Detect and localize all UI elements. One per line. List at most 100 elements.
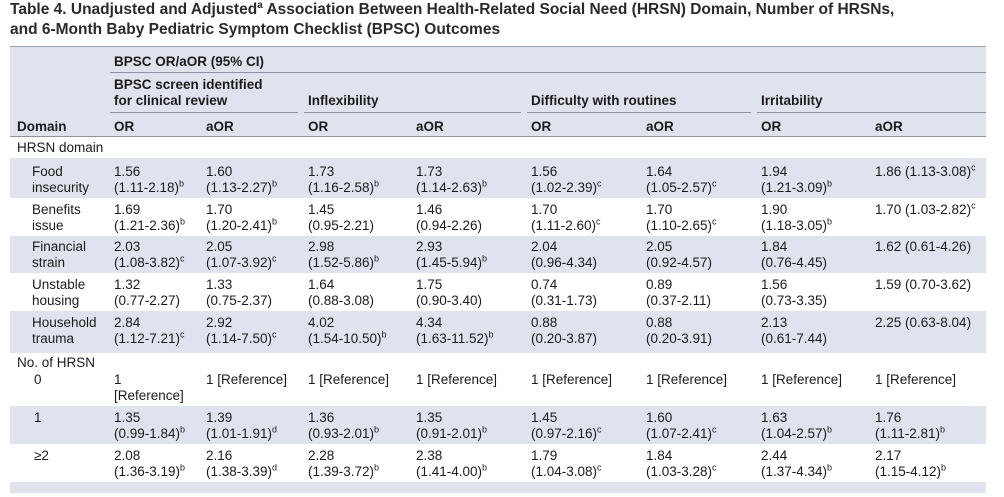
table-cell-ci: [Reference] [114, 388, 184, 404]
table-cell: 0.88 [646, 315, 672, 331]
table-cell: 1.76 [875, 410, 901, 426]
cell-value: 1.56 [761, 277, 788, 292]
table-cell: 1 [Reference] [206, 372, 287, 388]
table-cell-ci: (0.92-4.57) [646, 255, 712, 271]
table-title-line2: and 6-Month Baby Pediatric Symptom Check… [10, 21, 501, 38]
cell-ci: (1.14-2.63) [416, 180, 483, 195]
header-underline-routines [527, 112, 751, 113]
cell-value: 2.84 [114, 315, 141, 330]
table-cell: 1.73 [416, 164, 442, 180]
cell-footnote: d [272, 424, 278, 435]
or-column-header: OR [531, 119, 552, 134]
table-row [10, 198, 986, 236]
table-cell-ci: (1.38-3.39)d [206, 462, 278, 480]
cell-value: 2.05 [646, 239, 673, 254]
table-cell: 2.05 [206, 239, 232, 255]
cell-value: 1.84 [646, 448, 673, 463]
cell-value: 1.70 (1.03-2.82) [875, 202, 972, 217]
cell-value: 1.59 (0.70-3.62) [875, 277, 972, 292]
table-title: Table 4. Unadjusted and Adjusteda Associ… [10, 0, 990, 40]
cell-value: 4.34 [416, 315, 443, 330]
table-cell-ci: (1.39-3.72)b [308, 463, 379, 480]
cell-ci: (0.75-2.37) [206, 293, 273, 308]
cell-footnote: b [272, 216, 278, 227]
table-cell-ci: (0.96-4.34) [531, 255, 597, 271]
cell-footnote: c [597, 462, 602, 473]
cell-ci: (0.97-2.16) [531, 426, 598, 441]
table-cell: 1 [Reference] [308, 372, 389, 388]
table-cell: 1 [Reference] [646, 372, 727, 388]
table-cell: 1.84 [761, 239, 787, 255]
section-band [10, 137, 986, 158]
or-column-header: OR [761, 119, 782, 134]
cell-ci: (1.11-2.60) [531, 218, 597, 233]
cell-value: 0.89 [646, 277, 673, 292]
cell-ci: (1.01-1.91) [206, 426, 273, 441]
header-bottom-rule [10, 136, 986, 137]
table-cell-ci: (0.90-3.40) [416, 293, 482, 309]
cell-footnote: b [941, 462, 947, 473]
table-row [10, 273, 986, 311]
cell-value: 1 [Reference] [416, 372, 498, 387]
table-cell-ci: (0.77-2.27) [114, 293, 180, 309]
table-cell: 2.92 [206, 315, 232, 331]
table-cell: 1.70 [646, 202, 672, 218]
table-cell: 1.86 (1.13-3.08)c [875, 163, 976, 180]
cell-footnote: b [381, 329, 387, 340]
table-cell: 2.84 [114, 315, 140, 331]
cell-value: 2.28 [308, 448, 335, 463]
table-cell: 0.74 [531, 277, 557, 293]
outcome-header-routines: Difficulty with routines [531, 93, 677, 108]
table-row [10, 368, 986, 406]
table-cell-ci: (1.14-2.63)b [416, 179, 487, 196]
aor-column-header: aOR [416, 119, 444, 134]
table-cell-ci: (0.31-1.73) [531, 293, 597, 309]
section-label-hrsn-domain: HRSN domain [17, 140, 104, 155]
outcome-header-bpsc: BPSC screen identified for clinical revi… [114, 77, 263, 108]
table-cell-ci: (1.52-5.86)b [308, 254, 379, 271]
cell-value: 2.25 (0.63-8.04) [875, 315, 972, 330]
table-cell: 2.98 [308, 239, 334, 255]
table-cell-ci: (1.20-2.41)b [206, 216, 278, 234]
cell-value: 1.56 [114, 164, 141, 179]
cell-footnote: c [597, 424, 602, 435]
cell-value: 1.90 [761, 202, 788, 217]
table-cell-ci: (1.11-2.81)b [875, 425, 945, 442]
cell-ci: (1.05-2.57) [646, 180, 713, 195]
cell-value: 1 [Reference] [761, 372, 843, 387]
table-cell: 2.04 [531, 239, 557, 255]
table-cell: 2.03 [114, 239, 140, 255]
cell-value: 1.60 [206, 164, 233, 179]
cell-value: 1.84 [761, 239, 788, 254]
cell-footnote: c [180, 253, 185, 264]
table-cell-ci: (0.61-7.44) [761, 331, 827, 347]
table-cell: 1.60 [646, 410, 672, 426]
cell-ci: (1.16-2.58) [308, 180, 375, 195]
cell-ci: (0.31-1.73) [531, 293, 598, 308]
cell-value: 2.05 [206, 239, 233, 254]
table-cell: 1.46 [416, 202, 442, 218]
aor-column-header: aOR [646, 119, 674, 134]
cell-ci: (0.95-2.21) [308, 218, 375, 233]
cell-value: 2.92 [206, 315, 233, 330]
table-cell: 1.60 [206, 164, 232, 180]
row-label: Financial [32, 239, 87, 254]
results-table: BPSC OR/aOR (95% CI) BPSC screen identif… [10, 46, 986, 493]
table-cell-ci: (0.76-4.45) [761, 255, 827, 271]
table-cell: 1.64 [646, 164, 672, 180]
cell-footnote: d [272, 462, 278, 473]
cell-ci: (0.91-2.01) [416, 426, 483, 441]
section-label-no-hrsn: No. of HRSN [17, 355, 96, 370]
cell-ci: (1.11-2.81) [875, 426, 941, 441]
cell-value: 1.60 [646, 410, 673, 425]
table-cell: 2.93 [416, 239, 442, 255]
header-underline-bpsc [110, 112, 298, 113]
cell-value: 1 [Reference] [308, 372, 390, 387]
cell-footnote: b [374, 178, 380, 189]
table-cell: 2.13 [761, 315, 787, 331]
cell-value: 1.86 (1.13-3.08) [875, 164, 972, 179]
table-cell-ci: (1.16-2.58)b [308, 178, 380, 196]
table-cell-ci: (1.14-7.50)c [206, 330, 277, 347]
table-cell: 1.56 [531, 164, 557, 180]
cell-ci: (0.37-2.11) [646, 293, 712, 308]
